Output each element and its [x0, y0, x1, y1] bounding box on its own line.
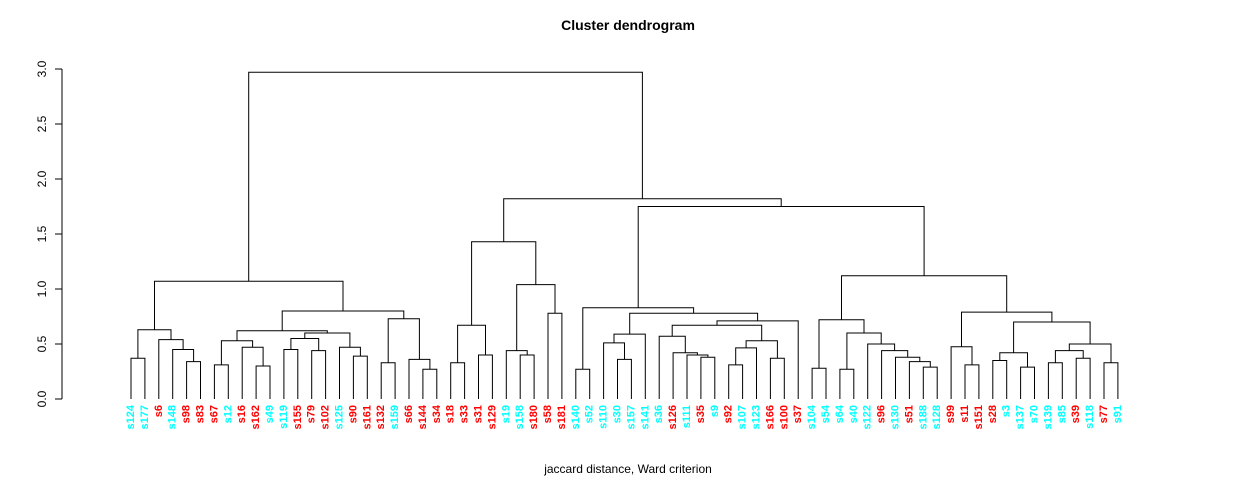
- y-axis-tick-label: 1.5: [35, 225, 49, 242]
- leaf-label: s6: [153, 405, 165, 417]
- y-axis-tick-label: 0.0: [35, 390, 49, 407]
- leaf-label: s54: [820, 404, 832, 423]
- leaf-label: s126: [667, 405, 679, 429]
- leaf-label: s132: [375, 405, 387, 429]
- leaf-label: s125: [334, 405, 346, 429]
- leaf-label: s102: [320, 405, 332, 429]
- leaf-label: s12: [222, 405, 234, 423]
- leaf-label: s100: [778, 405, 790, 429]
- y-axis-tick-label: 0.5: [35, 335, 49, 352]
- leaf-label: s40: [848, 405, 860, 423]
- leaf-label: s83: [195, 405, 207, 423]
- leaf-label: s122: [862, 405, 874, 429]
- leaf-label: s119: [278, 405, 290, 429]
- dendrogram-path: [130, 71, 1119, 399]
- leaf-label: s35: [695, 405, 707, 423]
- leaf-label: s158: [514, 405, 526, 429]
- leaf-label: s141: [639, 405, 651, 429]
- y-axis-tick-label: 3.0: [35, 60, 49, 77]
- leaf-label: s118: [1084, 405, 1096, 429]
- leaf-label: s58: [542, 405, 554, 423]
- leaf-label: s139: [1042, 405, 1054, 429]
- leaf-label: s124: [125, 404, 137, 429]
- leaf-label: s123: [751, 405, 763, 429]
- leaf-label: s85: [1056, 405, 1068, 423]
- y-axis: 0.0 0.5 1.0 1.5 2.0 2.5 3.0: [35, 60, 63, 407]
- leaf-label: s98: [181, 405, 193, 423]
- leaf-label: s11: [959, 405, 971, 423]
- leaf-label: s96: [876, 405, 888, 423]
- leaf-label: s91: [1112, 405, 1124, 423]
- leaf-label: s33: [459, 405, 471, 423]
- leaf-label: s49: [264, 405, 276, 423]
- leaf-label: s52: [584, 405, 596, 423]
- leaf-label: s66: [403, 405, 415, 423]
- leaf-label: s30: [612, 405, 624, 423]
- leaf-label: s181: [556, 405, 568, 429]
- leaf-label: s148: [167, 405, 179, 429]
- leaf-label: s137: [1015, 405, 1027, 429]
- leaf-label: s140: [570, 405, 582, 429]
- leaf-label: s110: [598, 405, 610, 429]
- leaf-label: s36: [653, 405, 665, 423]
- y-axis-tick-label: 1.0: [35, 280, 49, 297]
- leaf-label: s157: [625, 405, 637, 429]
- dendrogram-tree: [130, 71, 1119, 399]
- leaf-label: s111: [681, 405, 693, 428]
- leaf-label: s16: [236, 405, 248, 423]
- leaf-label: s177: [139, 405, 151, 429]
- leaf-label: s9: [709, 405, 721, 417]
- leaf-label: s19: [500, 405, 512, 423]
- leaf-label: s129: [486, 405, 498, 429]
- leaf-label: s128: [931, 405, 943, 429]
- leaf-label: s28: [987, 405, 999, 423]
- leaf-label: s104: [806, 404, 818, 429]
- leaf-label: s70: [1029, 405, 1041, 423]
- y-axis-tick-label: 2.0: [35, 170, 49, 187]
- leaf-label: s99: [945, 405, 957, 423]
- leaf-label: s67: [208, 405, 220, 423]
- leaf-label: s34: [431, 404, 443, 423]
- leaf-label: s18: [445, 405, 457, 423]
- leaf-labels: s124 s177 s6 s148 s98 s83 s67 s12 s16 s162 s49 s119…: [125, 404, 1124, 429]
- leaf-label: s51: [903, 405, 915, 423]
- leaf-label: s161: [361, 405, 373, 429]
- leaf-label: s151: [973, 405, 985, 429]
- leaf-label: s31: [473, 405, 485, 423]
- leaf-label: s90: [347, 405, 359, 423]
- x-axis-label: jaccard distance, Ward criterion: [543, 462, 712, 476]
- leaf-label: s155: [292, 405, 304, 429]
- leaf-label: s79: [306, 405, 318, 423]
- leaf-label: s188: [917, 405, 929, 429]
- leaf-label: s107: [737, 405, 749, 429]
- leaf-label: s166: [764, 405, 776, 429]
- leaf-label: s3: [1001, 405, 1013, 417]
- leaf-label: s39: [1070, 405, 1082, 423]
- leaf-label: s162: [250, 405, 262, 429]
- leaf-label: s180: [528, 405, 540, 429]
- leaf-label: s144: [417, 404, 429, 429]
- leaf-label: s37: [792, 405, 804, 423]
- leaf-label: s92: [723, 405, 735, 423]
- leaf-label: s130: [890, 405, 902, 429]
- leaf-label: s77: [1098, 405, 1110, 423]
- y-axis-tick-label: 2.5: [35, 115, 49, 132]
- chart-title: Cluster dendrogram: [561, 17, 695, 33]
- leaf-label: s159: [389, 405, 401, 429]
- leaf-label: s64: [834, 404, 846, 423]
